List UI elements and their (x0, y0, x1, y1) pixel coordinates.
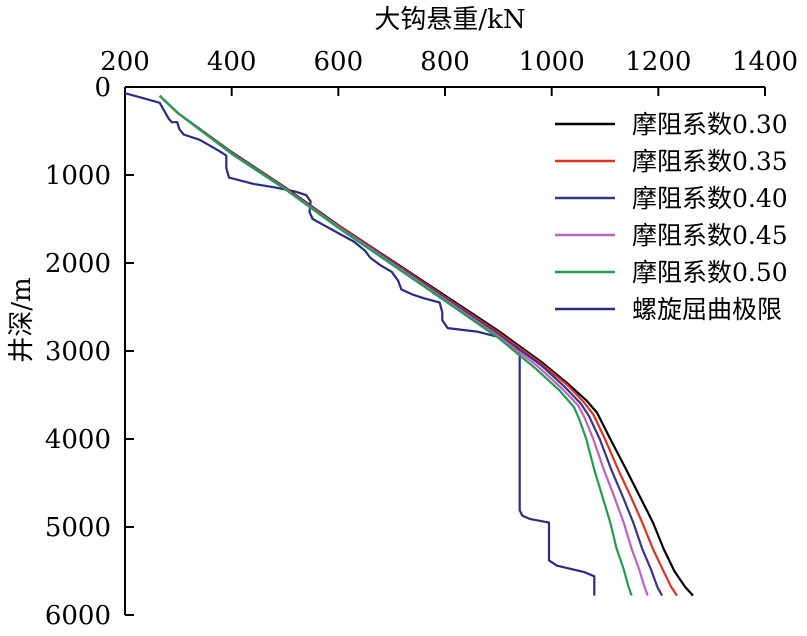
x-tick-label: 600 (314, 47, 364, 77)
series-layer (124, 92, 694, 597)
series-line-1 (158, 95, 694, 597)
x-tick-label: 400 (207, 47, 257, 77)
legend-label-5: 摩阻系数0.50 (632, 258, 788, 287)
x-tick-label: 800 (420, 47, 470, 77)
y-tick-label: 4000 (45, 425, 111, 455)
x-axis-title: 大钩悬重/kN (374, 5, 525, 35)
y-tick-label: 0 (94, 73, 111, 103)
y-tick-label: 6000 (45, 601, 111, 631)
y-tick-label: 1000 (45, 161, 111, 191)
legend-label-2: 摩阻系数0.35 (632, 147, 788, 176)
axes: 200 400 600 800 1000 1200 1400 0 1000 2000 3000 400… (45, 47, 798, 631)
legend-label-6: 螺旋屈曲极限 (632, 295, 782, 324)
y-tick-label: 3000 (45, 337, 111, 367)
series-line-6 (124, 92, 596, 596)
x-tick-label: 1200 (625, 47, 691, 77)
y-tick-label: 5000 (45, 513, 111, 543)
legend: 摩阻系数0.30 摩阻系数0.35 摩阻系数0.40 摩阻系数0.45 摩阻系数0.50… (555, 110, 788, 324)
legend-label-4: 摩阻系数0.45 (632, 221, 788, 250)
series-line-5 (158, 95, 633, 596)
y-tick-label: 2000 (45, 249, 111, 279)
series-line-4 (158, 95, 649, 596)
x-tick-label: 1000 (519, 47, 585, 77)
series-line-2 (158, 95, 678, 597)
x-tick-label: 1400 (732, 47, 798, 77)
y-axis-title: 井深/m (7, 277, 37, 362)
legend-label-1: 摩阻系数0.30 (632, 110, 788, 139)
x-tick-label: 200 (100, 47, 150, 77)
series-line-3 (158, 95, 664, 597)
legend-label-3: 摩阻系数0.40 (632, 184, 788, 213)
